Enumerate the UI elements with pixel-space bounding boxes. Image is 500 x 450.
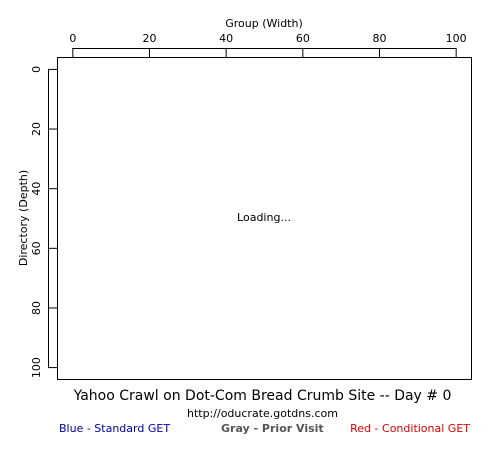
legend-conditional-get: Red - Conditional GET <box>350 422 470 435</box>
legend-prior-visit: Gray - Prior Visit <box>221 422 324 435</box>
y-tick-label: 60 <box>30 241 43 255</box>
x-tick-label: 40 <box>219 32 233 45</box>
y-tick-label: 80 <box>30 301 43 315</box>
y-axis: 0 20 40 60 80 100 <box>30 66 57 378</box>
x-tick-label: 0 <box>69 32 76 45</box>
x-tick-label: 80 <box>373 32 387 45</box>
plot-area <box>57 57 472 380</box>
y-tick-label: 40 <box>30 182 43 196</box>
y-tick-label: 0 <box>30 66 43 73</box>
x-tick-label: 60 <box>296 32 310 45</box>
y-tick-label: 20 <box>30 122 43 136</box>
legend-standard-get: Blue - Standard GET <box>59 422 171 435</box>
x-axis: 0 20 40 60 80 100 <box>69 32 467 57</box>
y-tick-label: 100 <box>30 357 43 378</box>
x-axis-label: Group (Width) <box>225 17 303 30</box>
x-tick-label: 100 <box>446 32 467 45</box>
chart-title: Yahoo Crawl on Dot-Com Bread Crumb Site … <box>73 388 452 404</box>
loading-status: Loading... <box>237 211 291 224</box>
x-tick-label: 20 <box>143 32 157 45</box>
chart-subtitle: http://oducrate.gotdns.com <box>187 407 338 420</box>
y-axis-label: Directory (Depth) <box>17 170 30 266</box>
